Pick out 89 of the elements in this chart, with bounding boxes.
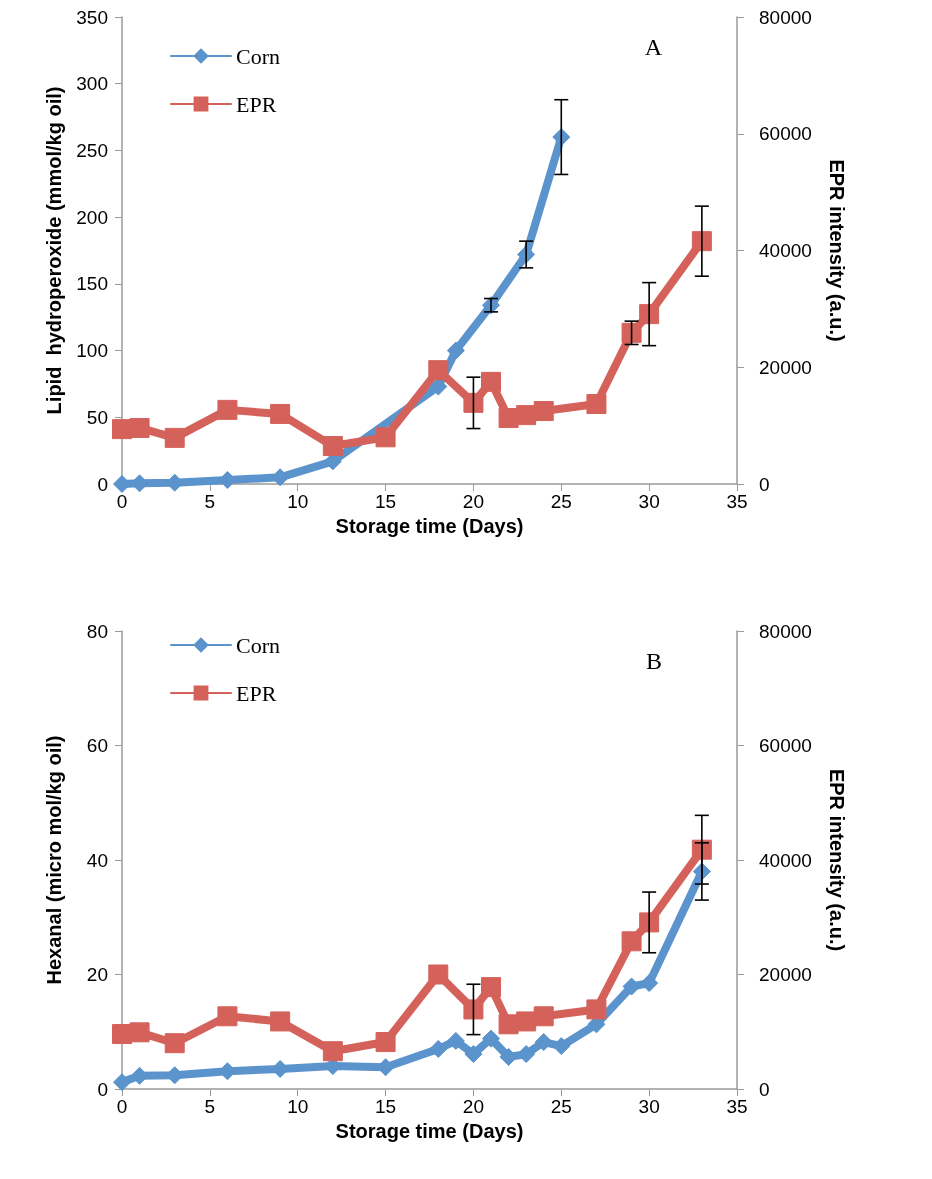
legend-label: EPR <box>236 91 277 117</box>
y-tick-label: 50 <box>86 406 108 428</box>
point <box>498 1014 519 1035</box>
x-tick-label: 10 <box>287 1096 309 1117</box>
point <box>322 436 343 457</box>
point <box>482 1029 500 1048</box>
point <box>270 1011 291 1032</box>
legend-label: EPR <box>236 680 277 706</box>
x-tick-label: 0 <box>116 1096 128 1117</box>
y-tick-label: 80 <box>86 620 108 642</box>
y-axis-title: Hexanal (micro mol/kg oil) <box>43 735 65 985</box>
point <box>429 377 448 396</box>
point <box>164 1033 185 1054</box>
y-tick-label: 40 <box>86 849 108 871</box>
x-tick-label: 15 <box>375 491 397 512</box>
y-tick-label: 150 <box>76 273 108 295</box>
y-tick-label: 200 <box>76 206 108 228</box>
y2-tick-label: 0 <box>759 1078 770 1100</box>
point <box>463 999 484 1020</box>
point <box>463 392 484 413</box>
x-tick-label: 5 <box>204 1096 216 1117</box>
point <box>270 403 291 424</box>
y2-tick-label: 80000 <box>759 620 812 642</box>
y-tick-label: 60 <box>86 735 108 756</box>
point <box>464 1045 483 1064</box>
x-tick-label: 10 <box>287 491 309 512</box>
point <box>428 964 449 985</box>
point <box>164 427 185 448</box>
x-axis-title: Storage time (Days) <box>335 514 524 537</box>
x-tick-label: 5 <box>204 491 216 512</box>
y2-tick-label: 60000 <box>759 735 812 756</box>
x-tick-label: 30 <box>638 491 660 512</box>
point <box>534 1033 553 1052</box>
point <box>375 427 396 448</box>
y2-tick-label: 20000 <box>759 964 812 985</box>
point <box>129 1022 150 1043</box>
x-tick-label: 20 <box>462 1096 484 1117</box>
x-tick-label: 15 <box>375 1096 397 1117</box>
y2-axis-title: EPR intensity (a.u.) <box>826 768 848 952</box>
point <box>481 371 501 392</box>
y-tick-label: 20 <box>86 964 108 985</box>
point <box>113 1073 131 1092</box>
x-tick-label: 20 <box>462 491 484 512</box>
legend-label: Corn <box>236 43 280 69</box>
point <box>217 1006 238 1027</box>
point <box>217 399 238 420</box>
x-axis-title: Storage time (Days) <box>335 1119 524 1142</box>
y-tick-label: 350 <box>76 6 108 28</box>
annotation: A <box>644 34 663 60</box>
point <box>621 931 642 952</box>
point <box>129 417 150 438</box>
point <box>498 408 519 429</box>
point <box>586 999 607 1020</box>
x-tick-label: 25 <box>550 491 572 512</box>
point <box>533 1006 554 1027</box>
point <box>446 1031 465 1050</box>
point <box>428 360 449 381</box>
annotation: B <box>645 648 663 674</box>
y2-tick-label: 60000 <box>759 123 812 145</box>
y2-tick-label: 40000 <box>759 240 812 261</box>
point <box>586 394 607 415</box>
y-tick-label: 100 <box>76 340 108 362</box>
point <box>516 1011 537 1032</box>
x-tick-label: 30 <box>638 1096 660 1117</box>
point <box>517 1045 536 1064</box>
y-tick-label: 300 <box>76 73 108 95</box>
point <box>322 1041 343 1062</box>
x-tick-label: 35 <box>726 491 748 512</box>
point <box>375 1032 396 1053</box>
point <box>446 341 465 360</box>
y2-tick-label: 0 <box>759 473 770 495</box>
point <box>640 974 659 993</box>
point <box>552 1037 571 1056</box>
point <box>516 405 537 426</box>
x-tick-label: 0 <box>116 491 128 512</box>
y2-tick-label: 20000 <box>759 356 812 378</box>
y-tick-label: 0 <box>97 1078 108 1100</box>
x-tick-label: 25 <box>550 1096 572 1117</box>
y2-tick-label: 40000 <box>759 849 812 871</box>
y2-tick-label: 80000 <box>759 6 812 28</box>
y2-axis-title: EPR intensity (a.u.) <box>826 159 848 342</box>
point <box>429 1039 448 1058</box>
y-tick-label: 0 <box>97 473 108 495</box>
x-tick-label: 35 <box>726 1096 748 1117</box>
point <box>533 401 554 422</box>
y-axis-title: Lipid hydroperoxide (mmol/kg oil) <box>43 86 65 415</box>
y-tick-label: 250 <box>76 139 108 161</box>
point <box>481 977 501 998</box>
legend-label: Corn <box>236 632 280 658</box>
